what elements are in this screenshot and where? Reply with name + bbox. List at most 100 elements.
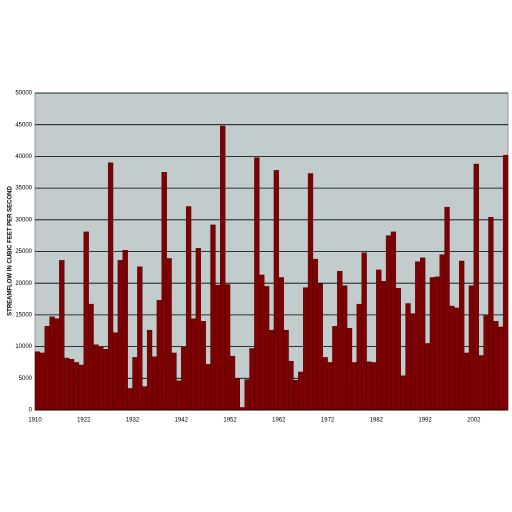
bar bbox=[459, 260, 465, 411]
bar bbox=[200, 321, 206, 411]
bar bbox=[483, 315, 489, 411]
bar bbox=[224, 284, 231, 411]
bar bbox=[346, 328, 353, 411]
bar bbox=[49, 316, 55, 411]
x-tick-label: 1910 bbox=[28, 418, 42, 424]
y-tick-label: 10000 bbox=[15, 344, 32, 350]
bar bbox=[68, 359, 75, 411]
bar bbox=[156, 300, 162, 411]
bar bbox=[259, 274, 265, 411]
bar bbox=[254, 157, 260, 411]
bar bbox=[302, 287, 309, 411]
bar bbox=[298, 371, 304, 411]
x-tick-label: 1932 bbox=[126, 418, 140, 424]
bar bbox=[181, 346, 187, 411]
bar bbox=[307, 173, 314, 411]
y-tick-label: 45000 bbox=[15, 122, 32, 128]
bar bbox=[327, 362, 333, 411]
bar bbox=[161, 172, 167, 411]
bar bbox=[449, 305, 455, 411]
bar bbox=[342, 285, 348, 411]
bar bbox=[98, 346, 104, 411]
bar bbox=[244, 379, 250, 411]
bar bbox=[390, 231, 397, 411]
bar bbox=[132, 357, 138, 411]
bar bbox=[366, 361, 372, 411]
bar bbox=[312, 258, 319, 411]
bar bbox=[395, 288, 401, 411]
bar bbox=[59, 260, 65, 411]
x-tick-label: 1952 bbox=[223, 418, 237, 424]
bar bbox=[151, 356, 158, 411]
bar bbox=[415, 261, 421, 411]
bar bbox=[278, 277, 284, 411]
x-tick-label: 1942 bbox=[175, 418, 189, 424]
bar bbox=[429, 277, 436, 411]
bar bbox=[142, 386, 148, 411]
bar bbox=[478, 355, 484, 411]
y-tick-label: 25000 bbox=[15, 249, 32, 255]
y-axis-label: STREAMFLOW IN CUBIC FEET PER SECOND bbox=[8, 186, 14, 316]
bar bbox=[171, 352, 177, 411]
bar bbox=[376, 269, 382, 411]
bar bbox=[473, 163, 479, 411]
y-tick-label: 40000 bbox=[15, 154, 32, 160]
bar bbox=[400, 375, 406, 411]
bar bbox=[502, 154, 509, 411]
x-tick-label: 1922 bbox=[77, 418, 91, 424]
bar bbox=[322, 357, 328, 411]
bar bbox=[444, 206, 450, 411]
bar bbox=[288, 360, 294, 411]
bar bbox=[439, 254, 445, 411]
y-tick-label: 5000 bbox=[19, 376, 33, 382]
bar bbox=[351, 362, 358, 411]
bar bbox=[210, 224, 216, 411]
x-tick-label: 1972 bbox=[321, 418, 335, 424]
bar bbox=[205, 364, 211, 411]
y-tick-label: 15000 bbox=[15, 312, 32, 318]
bar bbox=[185, 206, 192, 411]
bar bbox=[234, 378, 241, 411]
bar bbox=[166, 258, 172, 411]
bar bbox=[317, 283, 323, 411]
bar bbox=[117, 260, 123, 411]
bar bbox=[356, 303, 362, 411]
y-tick-label: 50000 bbox=[15, 91, 32, 97]
bar bbox=[385, 235, 392, 411]
bar bbox=[190, 318, 197, 411]
bar bbox=[381, 281, 387, 411]
bar bbox=[488, 217, 494, 411]
bar bbox=[146, 329, 153, 411]
bar bbox=[293, 380, 299, 411]
bar bbox=[273, 170, 280, 411]
bar bbox=[229, 355, 236, 411]
bar bbox=[83, 231, 89, 411]
bar bbox=[434, 276, 440, 411]
bar bbox=[64, 357, 70, 411]
bar bbox=[176, 380, 182, 411]
y-tick-label: 0 bbox=[29, 408, 33, 414]
y-tick-label: 35000 bbox=[15, 186, 32, 192]
bar bbox=[361, 252, 367, 411]
bar bbox=[112, 332, 119, 411]
bar bbox=[463, 352, 470, 411]
x-tick-label: 2002 bbox=[467, 418, 481, 424]
x-tick-label: 1962 bbox=[272, 418, 286, 424]
bar bbox=[93, 344, 99, 411]
bar bbox=[420, 257, 426, 411]
bar bbox=[337, 270, 343, 411]
bar bbox=[468, 285, 475, 411]
bar bbox=[249, 348, 255, 411]
x-tick-label: 1982 bbox=[370, 418, 384, 424]
y-tick-label: 30000 bbox=[15, 217, 32, 223]
bar bbox=[73, 362, 80, 411]
bar bbox=[195, 248, 201, 411]
bar bbox=[493, 321, 499, 411]
bar bbox=[498, 326, 504, 411]
bar bbox=[454, 307, 460, 411]
bar bbox=[215, 284, 221, 411]
bar bbox=[268, 329, 275, 411]
bar bbox=[410, 313, 416, 411]
bar bbox=[54, 318, 60, 411]
bar bbox=[424, 343, 431, 411]
